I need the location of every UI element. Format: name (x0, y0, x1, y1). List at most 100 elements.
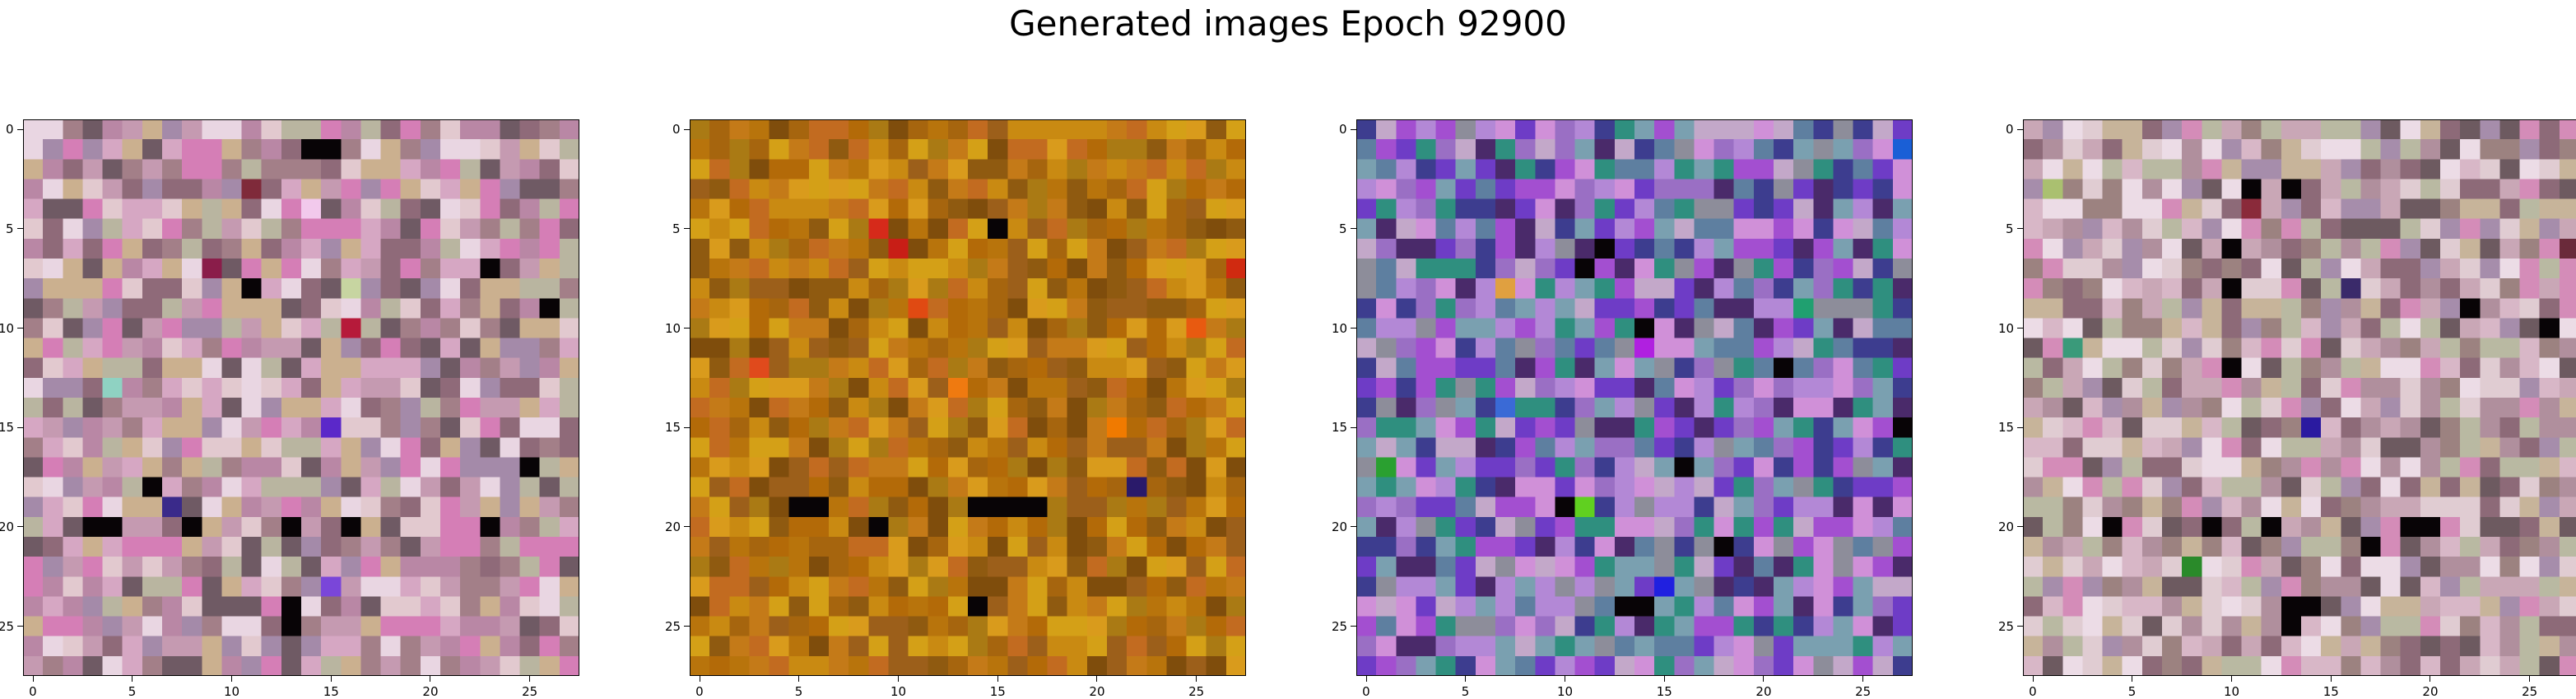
pixel-cell (868, 357, 890, 379)
pixel-cell (1186, 377, 1207, 398)
pixel-cell (2539, 636, 2560, 657)
y-tick (1351, 128, 1356, 130)
pixel-cell (321, 537, 342, 557)
pixel-cell (241, 496, 263, 518)
pixel-cell (1495, 278, 1516, 299)
pixel-cell (1455, 377, 1476, 398)
pixel-cell (1047, 357, 1068, 379)
pixel-cell (1047, 417, 1068, 438)
pixel-cell (221, 537, 243, 557)
pixel-cell (1694, 616, 1715, 637)
pixel-cell (1396, 238, 1417, 259)
pixel-cell (690, 238, 710, 259)
x-tick (132, 676, 133, 682)
pixel-cell (1376, 437, 1397, 459)
pixel-cell (1674, 457, 1695, 478)
pixel-cell (2202, 198, 2223, 220)
pixel-cell (480, 298, 501, 319)
pixel-cell (908, 477, 929, 498)
pixel-cell (420, 477, 441, 498)
pixel-cell (559, 218, 579, 240)
pixel-cell (2043, 636, 2063, 657)
pixel-cell (261, 218, 282, 240)
pixel-cell (182, 437, 202, 459)
pixel-cell (1892, 318, 1913, 339)
pixel-cell (1206, 259, 1227, 279)
pixel-cell (2141, 259, 2163, 279)
pixel-cell (829, 159, 849, 180)
pixel-cell (749, 318, 770, 339)
pixel-cell (2261, 636, 2282, 657)
pixel-cell (2301, 457, 2322, 478)
pixel-cell (1416, 159, 1437, 180)
pixel-cell (420, 616, 441, 637)
x-tick-label: 25 (2522, 684, 2538, 699)
pixel-cell (1694, 655, 1715, 676)
pixel-cell (928, 298, 949, 319)
pixel-cell (281, 477, 302, 498)
pixel-cell (769, 398, 790, 418)
pixel-cell (1594, 398, 1616, 418)
pixel-cell (221, 417, 243, 438)
pixel-cell (1186, 398, 1207, 418)
pixel-cell (1793, 655, 1814, 676)
pixel-cell (888, 576, 909, 598)
x-tick-label: 15 (2323, 684, 2339, 699)
pixel-cell (1774, 477, 1794, 498)
pixel-cell (500, 616, 521, 637)
pixel-cell (2162, 596, 2183, 617)
pixel-cell (1356, 417, 1377, 438)
pixel-cell (690, 557, 710, 577)
pixel-cell (1872, 496, 1894, 518)
pixel-cell (1206, 417, 1227, 438)
pixel-cell (380, 596, 402, 617)
pixel-cell (82, 377, 104, 398)
pixel-cell (1634, 636, 1655, 657)
pixel-cell (360, 298, 382, 319)
pixel-cell (1813, 496, 1834, 518)
pixel-cell (1047, 119, 1068, 140)
pixel-cell (261, 417, 282, 438)
pixel-cell (2102, 338, 2123, 359)
pixel-cell (788, 318, 810, 339)
pixel-cell (82, 179, 104, 200)
pixel-cell (908, 437, 929, 459)
pixel-cell (1515, 338, 1536, 359)
pixel-cell (1674, 398, 1695, 418)
pixel-cell (1186, 238, 1207, 259)
pixel-cell (968, 159, 988, 180)
pixel-cell (908, 278, 929, 299)
pixel-cell (1813, 477, 1834, 498)
pixel-cell (162, 338, 183, 359)
pixel-cell (1186, 139, 1207, 160)
pixel-cell (988, 338, 1008, 359)
pixel-cell (301, 357, 322, 379)
pixel-cell (1774, 516, 1794, 538)
pixel-cell (2023, 159, 2044, 180)
pixel-cell (420, 377, 441, 398)
pixel-cell (82, 198, 104, 220)
pixel-cell (241, 377, 263, 398)
pixel-cell (1634, 457, 1655, 478)
pixel-cell (1146, 238, 1168, 259)
pixel-cell (1376, 496, 1397, 518)
pixel-cell (2360, 298, 2382, 319)
pixel-cell (1654, 238, 1675, 259)
pixel-cell (709, 636, 730, 657)
pixel-cell (162, 238, 183, 259)
pixel-cell (440, 159, 461, 180)
pixel-cell (1007, 636, 1029, 657)
pixel-cell (1594, 338, 1616, 359)
pixel-cell (2460, 357, 2481, 379)
pixel-cell (2321, 179, 2341, 200)
pixel-cell (23, 218, 44, 240)
x-tick-label: 20 (1089, 684, 1105, 699)
pixel-cell (182, 417, 202, 438)
image-panel-3: 0 5 10 15 20 25 0 5 10 15 20 25 (1332, 119, 1913, 698)
pixel-cell (2420, 557, 2441, 577)
pixel-cell (1892, 537, 1913, 557)
pixel-cell (1007, 119, 1029, 140)
pixel-cell (1067, 139, 1088, 160)
pixel-cell (1495, 218, 1516, 240)
pixel-cell (301, 636, 322, 657)
